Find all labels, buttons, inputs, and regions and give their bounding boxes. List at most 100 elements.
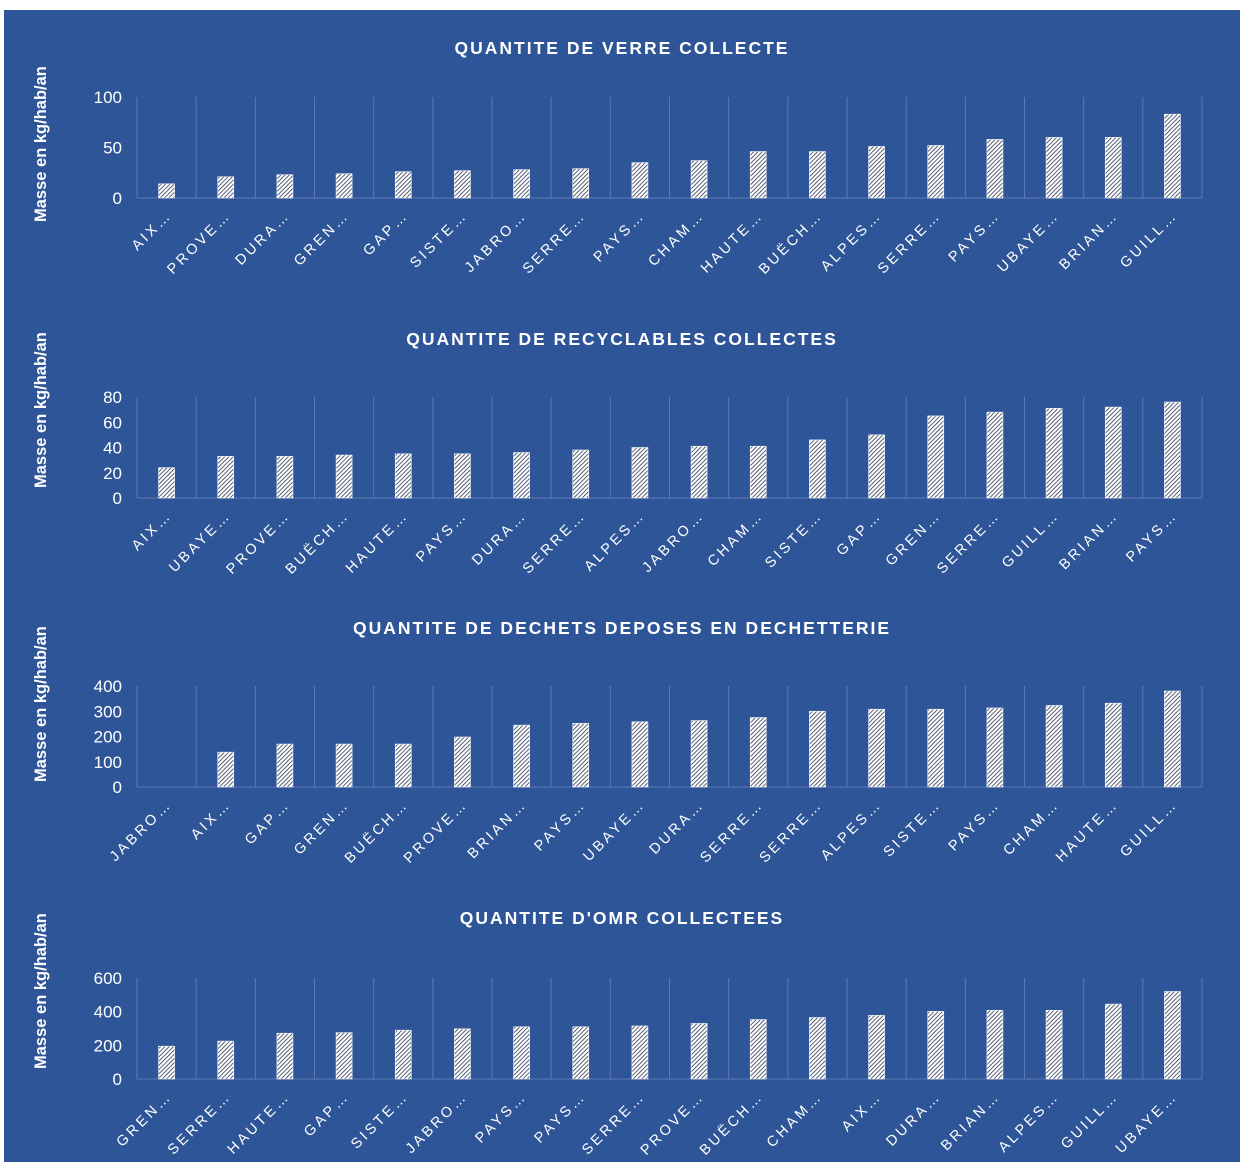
chart-panel-verre: QUANTITE DE VERRE COLLECTE Masse en kg/h… xyxy=(4,10,1240,295)
y-tick-label: 0 xyxy=(113,778,122,797)
x-tick-label: SERRE… xyxy=(520,508,590,578)
x-tick-label: GREN… xyxy=(114,1089,176,1151)
y-tick-label: 100 xyxy=(94,88,122,107)
bar xyxy=(572,449,590,499)
bar xyxy=(1045,705,1063,788)
bar xyxy=(986,139,1004,199)
y-tick-label: 40 xyxy=(103,439,122,458)
x-tick-label: GUILL… xyxy=(999,508,1063,572)
y-tick-label: 200 xyxy=(94,1036,122,1055)
bar xyxy=(868,708,885,788)
bar xyxy=(454,736,471,788)
chart-plot-omr: 0 200 400 600 GREN…SERRE…HAUTE… GAP…SISTE…JAB… xyxy=(94,969,1203,1159)
bar xyxy=(927,145,945,199)
bar xyxy=(1164,690,1181,788)
x-tick-label: SERRE… xyxy=(934,508,1004,578)
x-tick-label: AIX… xyxy=(129,208,176,255)
bar xyxy=(631,162,649,199)
bar xyxy=(1164,113,1181,199)
x-tick-label: GAP… xyxy=(242,797,294,849)
x-tick-label: AIX… xyxy=(839,1089,886,1136)
bar xyxy=(749,151,767,199)
x-tick-label: PAYS… xyxy=(946,208,1004,266)
x-tick-label: SERRE… xyxy=(875,208,945,278)
x-tick-label: SERRE… xyxy=(757,797,827,867)
x-tick-label: PAYS… xyxy=(1123,508,1181,566)
x-tick-label: BRIAN… xyxy=(938,1089,1004,1155)
x-tick-label: BUËCH… xyxy=(696,1088,767,1159)
bar xyxy=(394,453,412,499)
bar xyxy=(809,1017,826,1080)
bar xyxy=(454,1028,471,1080)
bar xyxy=(1164,991,1181,1080)
bar xyxy=(986,411,1004,499)
x-tick-label: BUËCH… xyxy=(282,507,353,578)
x-tick-label: SISTE… xyxy=(881,797,945,861)
bar xyxy=(217,1040,235,1080)
bar xyxy=(690,445,708,499)
x-tick-label: GREN… xyxy=(291,208,353,270)
bar xyxy=(454,170,471,199)
bar xyxy=(513,1026,530,1080)
x-tick-label: BUËCH… xyxy=(755,207,826,278)
x-tick-label: PAYS… xyxy=(591,208,649,266)
bar xyxy=(868,434,885,499)
x-tick-label: BRIAN… xyxy=(465,797,531,863)
x-tick-label: UBAYE… xyxy=(1113,1089,1181,1157)
y-tick-label: 400 xyxy=(94,1003,122,1022)
bar xyxy=(276,174,294,199)
chart-panel-recyclables: QUANTITE DE RECYCLABLES COLLECTES Masse … xyxy=(4,295,1240,586)
x-tick-label: SISTE… xyxy=(762,508,826,572)
x-tick-label: DURA… xyxy=(883,1089,944,1150)
y-tick-label: 600 xyxy=(94,969,122,988)
x-tick-label: GUILL… xyxy=(1117,208,1181,272)
bar xyxy=(868,1015,885,1080)
bar xyxy=(749,445,767,499)
bar xyxy=(1164,401,1181,499)
bar xyxy=(394,171,412,199)
x-tick-label: SERRE… xyxy=(165,1089,235,1159)
x-tick-label: PAYS… xyxy=(413,508,471,566)
bar xyxy=(572,168,590,199)
x-tick-label: GUILL… xyxy=(1117,797,1181,861)
bar xyxy=(158,467,175,499)
x-tick-label: PAYS… xyxy=(532,797,590,855)
x-tick-label: CHAM… xyxy=(764,1089,826,1151)
x-tick-label: PAYS… xyxy=(946,797,1004,855)
bar xyxy=(454,453,471,499)
x-tick-label: AIX… xyxy=(188,797,235,844)
x-tick-label: ALPES… xyxy=(996,1089,1063,1156)
bar xyxy=(927,708,945,788)
bar xyxy=(335,454,353,499)
y-tick-label: 100 xyxy=(94,753,122,772)
x-tick-label: JABRO… xyxy=(107,797,175,865)
bar xyxy=(394,1029,412,1080)
bar xyxy=(513,724,530,788)
bar xyxy=(868,146,885,199)
chart-panel-dechetterie: QUANTITE DE DECHETS DEPOSES EN DECHETTER… xyxy=(4,586,1240,876)
bar xyxy=(690,720,708,788)
x-tick-label: PROVE… xyxy=(164,208,234,278)
x-tick-label: PAYS… xyxy=(532,1089,590,1147)
x-tick-label: BRIAN… xyxy=(1056,208,1122,274)
x-tick-label: SERRE… xyxy=(520,208,590,278)
y-tick-label: 0 xyxy=(113,189,122,208)
chart-title: QUANTITE DE RECYCLABLES COLLECTES xyxy=(406,329,838,349)
x-tick-label: SISTE… xyxy=(407,208,471,272)
y-tick-label: 80 xyxy=(103,388,122,407)
bar xyxy=(1104,1003,1122,1080)
y-tick-label: 400 xyxy=(94,677,122,696)
bar xyxy=(690,1023,708,1080)
bar xyxy=(1104,702,1122,788)
x-tick-label: GUILL… xyxy=(1058,1089,1122,1153)
bar xyxy=(335,173,353,199)
x-tick-label: GREN… xyxy=(291,797,353,859)
bar xyxy=(513,169,530,199)
bar xyxy=(276,456,294,499)
x-tick-label: JABRO… xyxy=(403,1089,471,1157)
x-tick-label: PROVE… xyxy=(401,797,471,867)
bar xyxy=(1045,1010,1063,1080)
bar xyxy=(809,439,826,499)
